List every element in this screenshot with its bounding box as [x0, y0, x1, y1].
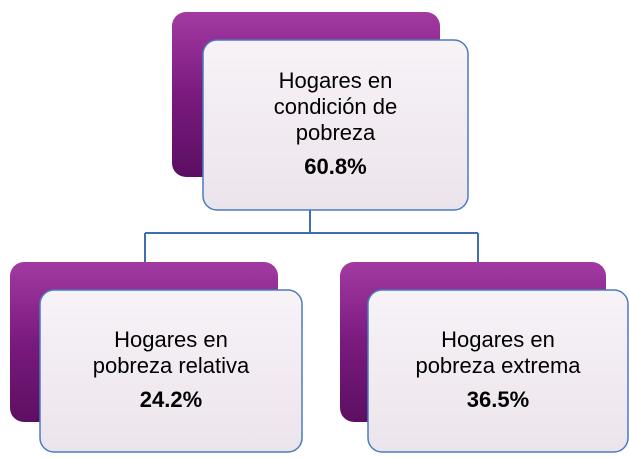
node-value: 24.2%: [140, 387, 202, 412]
node-card: [202, 39, 469, 211]
node-label: pobreza: [296, 120, 376, 145]
node-card: [367, 289, 629, 453]
node-label: pobreza extrema: [415, 353, 581, 378]
node-value: 36.5%: [467, 387, 529, 412]
connector: [144, 210, 479, 262]
node-label: Hogares en: [441, 327, 555, 352]
node-label: condición de: [274, 94, 398, 119]
node-label: Hogares en: [114, 327, 228, 352]
node-card: [39, 289, 303, 453]
connectors: [144, 210, 479, 262]
node-label: Hogares en: [279, 68, 393, 93]
node-label: pobreza relativa: [93, 353, 250, 378]
node-value: 60.8%: [304, 154, 366, 179]
